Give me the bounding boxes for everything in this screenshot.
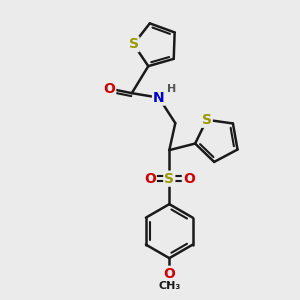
Text: O: O — [103, 82, 115, 96]
Text: S: S — [128, 37, 139, 51]
Text: O: O — [183, 172, 195, 186]
Text: N: N — [153, 91, 165, 105]
Text: O: O — [164, 267, 175, 281]
Text: S: S — [164, 172, 174, 186]
Text: O: O — [144, 172, 156, 186]
Text: CH₃: CH₃ — [158, 281, 180, 291]
Text: H: H — [167, 84, 176, 94]
Text: S: S — [202, 113, 212, 127]
